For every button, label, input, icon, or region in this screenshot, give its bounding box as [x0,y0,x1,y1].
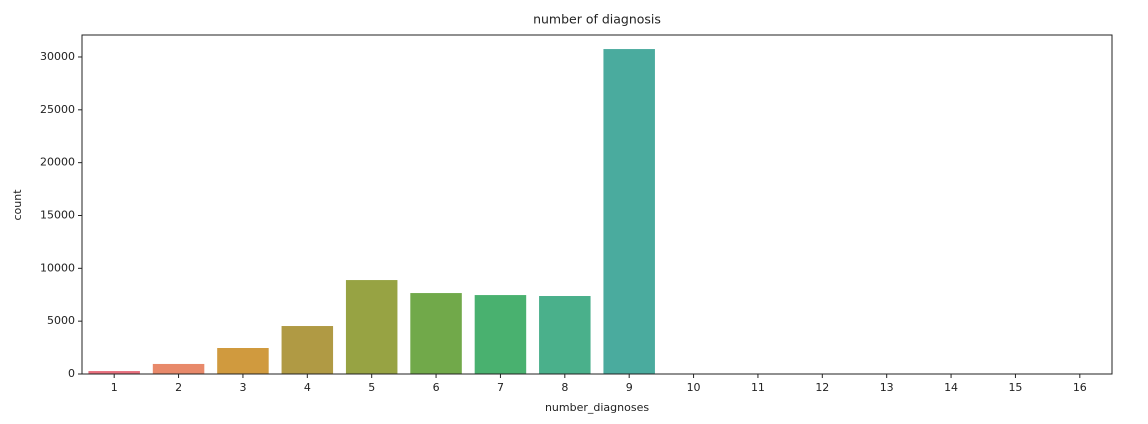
x-tick-label: 9 [626,381,633,394]
y-tick-label: 25000 [40,103,75,116]
x-tick-label: 11 [751,381,765,394]
y-tick-label: 30000 [40,50,75,63]
x-tick-label: 2 [175,381,182,394]
bar [410,293,462,374]
bar [345,280,398,374]
x-tick-label: 8 [561,381,568,394]
y-tick-label: 10000 [40,261,75,274]
x-tick-label: 16 [1073,381,1087,394]
bar [88,371,140,374]
x-tick-label: 10 [687,381,701,394]
bar [539,296,591,374]
x-tick-label: 1 [111,381,118,394]
bar [603,49,655,374]
x-tick-label: 13 [880,381,894,394]
x-axis-label: number_diagnoses [545,401,649,414]
bar [152,363,205,374]
chart-title: number of diagnosis [533,12,661,27]
x-tick-label: 3 [239,381,246,394]
y-axis-label: count [11,189,24,221]
x-tick-label: 15 [1008,381,1022,394]
plot-frame [81,34,1113,375]
x-tick-label: 7 [497,381,504,394]
bar [217,348,269,374]
y-tick-label: 15000 [40,208,75,221]
x-tick-label: 14 [944,381,958,394]
x-tick-label: 6 [433,381,440,394]
y-tick-label: 20000 [40,156,75,169]
y-tick-label: 5000 [47,314,75,327]
x-tick-label: 5 [368,381,375,394]
y-tick-label: 0 [68,367,75,380]
x-tick-label: 12 [815,381,829,394]
bar [281,326,334,374]
bar [474,295,527,374]
x-tick-label: 4 [304,381,311,394]
